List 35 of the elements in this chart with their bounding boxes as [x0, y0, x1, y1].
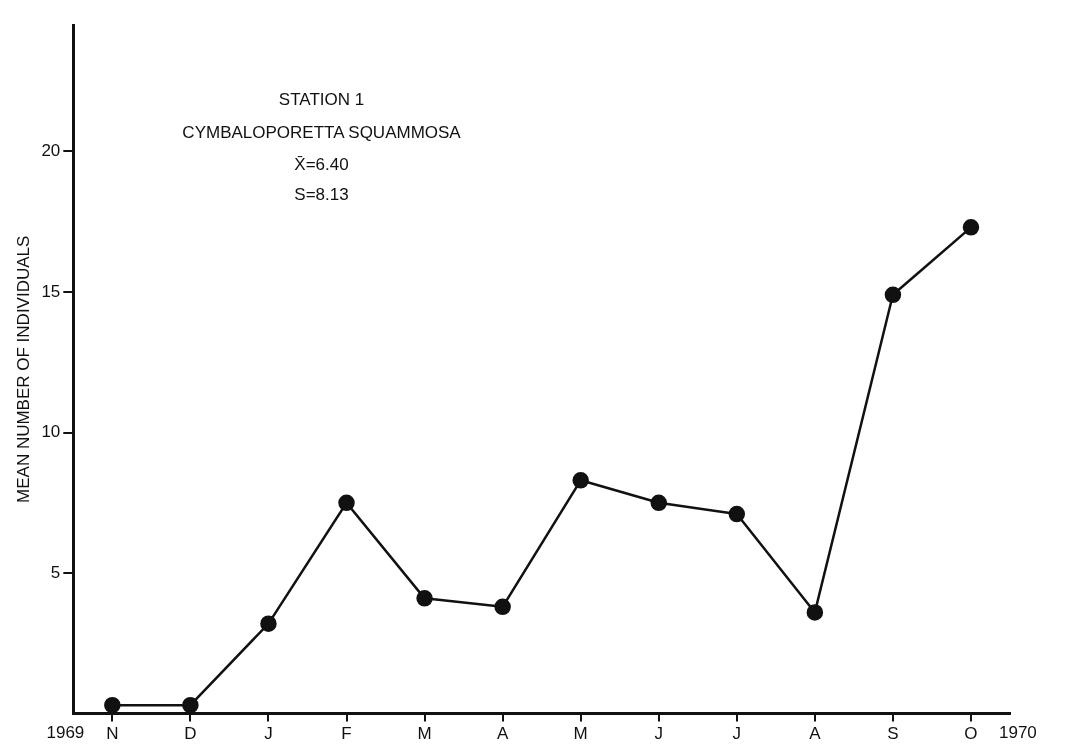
point [572, 472, 589, 489]
point [494, 598, 511, 616]
x-tick-label: A [496, 724, 509, 744]
x-tick-label: M [573, 724, 588, 744]
text: 1969 [46, 722, 85, 742]
text: STATION 1 [278, 90, 365, 110]
point [104, 696, 121, 714]
y-tick-label: 15 [41, 281, 61, 301]
point [884, 286, 902, 304]
text: 1970 [998, 722, 1037, 742]
x-tick-label: J [264, 724, 273, 744]
x-tick-label: N [106, 724, 119, 744]
point [728, 505, 746, 523]
x-tick-label: O [964, 724, 978, 744]
y-tick-label: 20 [41, 141, 61, 161]
annotation: X̄=6.40 [294, 155, 349, 175]
x-tick-label: J [732, 724, 742, 744]
x-tick-label: D [184, 724, 197, 744]
x-tick-label: J [654, 724, 663, 744]
text: CYMBALOPORETTA SQUAMMOSA [182, 123, 461, 143]
point [806, 604, 824, 621]
point [338, 494, 355, 512]
annotation: S=8.13 [294, 185, 349, 205]
x-tick-label: F [341, 724, 352, 744]
point [416, 590, 433, 607]
x-tick-label: A [809, 724, 822, 744]
point [650, 494, 667, 512]
point [962, 219, 980, 236]
y-tick-label: 10 [41, 422, 61, 442]
x-tick-label: S [887, 724, 899, 744]
x-tick-label: M [417, 724, 432, 744]
y-axis-title: MEAN NUMBER OF INDIVIDUALS [13, 235, 33, 503]
point [182, 696, 199, 714]
y-tick-label: 5 [50, 562, 61, 582]
point [260, 615, 277, 632]
